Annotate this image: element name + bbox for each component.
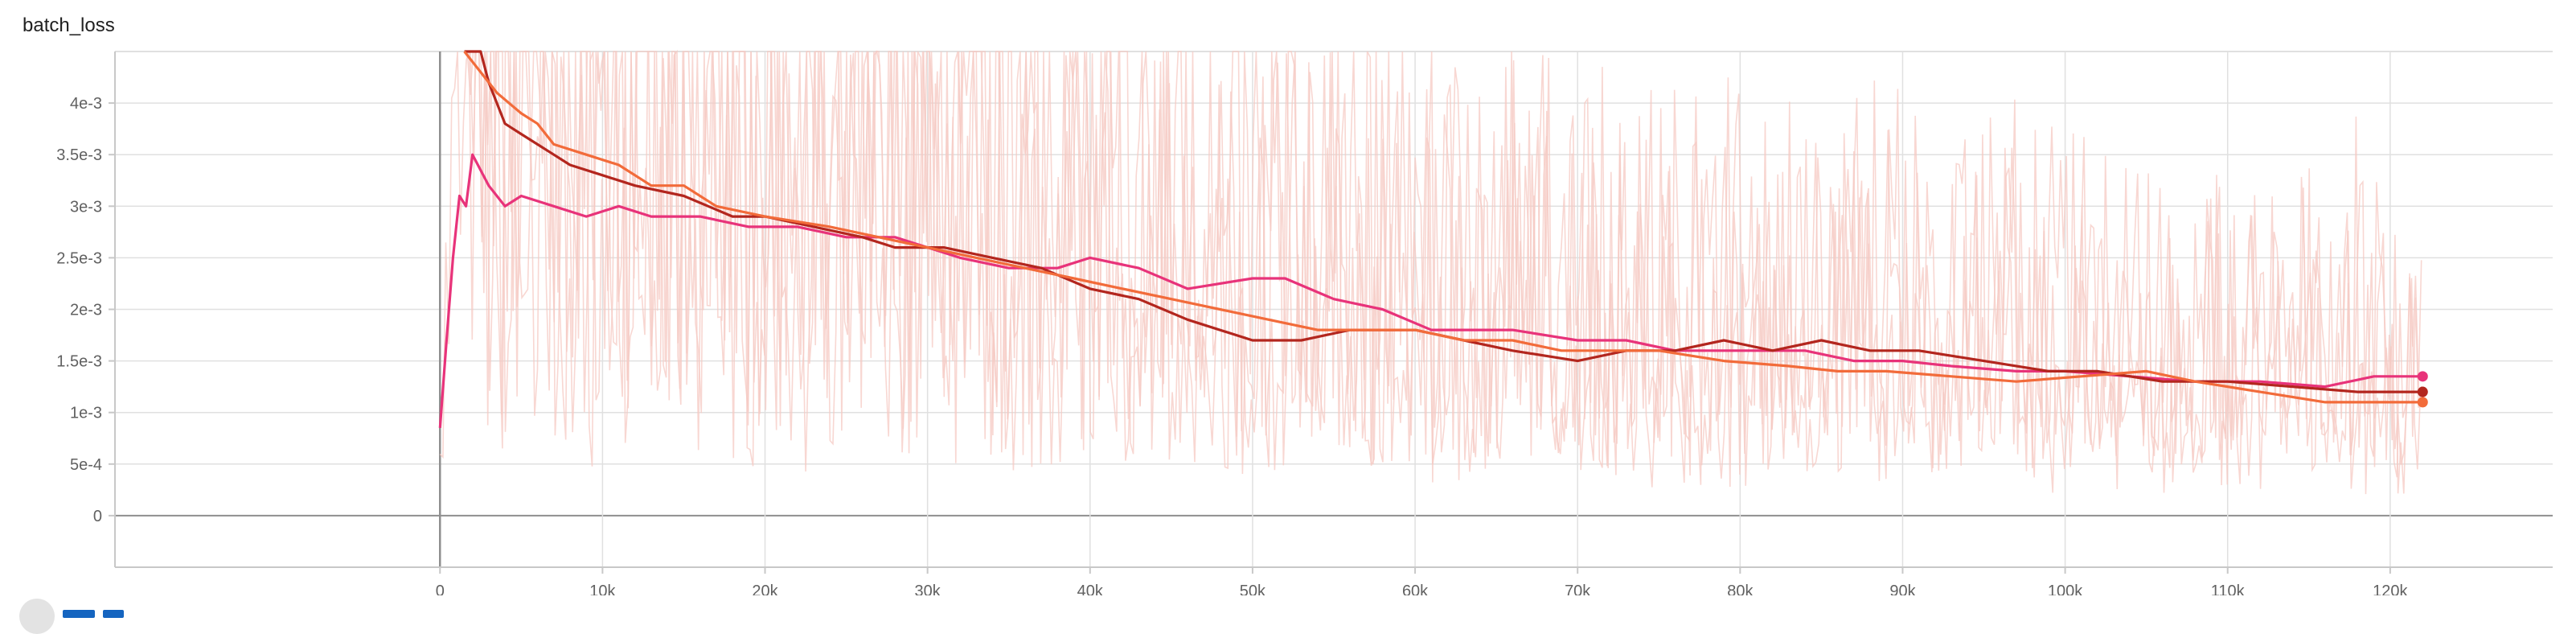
x-tick-label: 30k [915, 583, 941, 595]
raw-series-run_b [464, 51, 2422, 495]
axis-layer: 0 5e-4 1e-3 1.5e-3 2e-3 2.5e-3 3e-3 3.5e-3 4e-3 0… [56, 51, 2553, 595]
loss-chart[interactable]: 0 5e-4 1e-3 1.5e-3 2e-3 2.5e-3 3e-3 3.5e-3 4e-3 0… [0, 0, 2576, 595]
y-tick-label: 3.5e-3 [56, 146, 102, 164]
x-tick-label: 0 [436, 583, 445, 595]
y-tick-label: 3e-3 [70, 198, 102, 216]
fit-domain-icon[interactable] [19, 599, 55, 634]
raw-series-run_c [464, 50, 2422, 493]
download-icon[interactable] [63, 610, 95, 618]
y-tick-label: 4e-3 [70, 95, 102, 113]
x-tick-label: 70k [1565, 583, 1591, 595]
series-layer [438, 50, 2428, 429]
x-tick-label: 60k [1402, 583, 1429, 595]
y-tick-label: 1e-3 [70, 405, 102, 422]
chart-title: batch_loss [23, 14, 115, 36]
x-tick-label: 20k [752, 583, 778, 595]
y-tick-label: 1.5e-3 [56, 353, 102, 371]
expand-icon[interactable] [103, 610, 124, 618]
y-tick-label: 0 [93, 508, 102, 525]
x-tick-label: 40k [1077, 583, 1104, 595]
x-tick-label: 90k [1889, 583, 1916, 595]
x-tick-label: 110k [2211, 583, 2246, 595]
y-tick-label: 2.5e-3 [56, 249, 102, 267]
chart-toolbar [19, 599, 124, 634]
x-tick-label: 80k [1727, 583, 1754, 595]
x-tick-label: 10k [589, 583, 616, 595]
series-endpoint-run_a [2417, 371, 2428, 382]
x-tick-label: 50k [1240, 583, 1266, 595]
raw-series-run_a [439, 49, 2422, 488]
series-line-run_c [463, 51, 2423, 404]
series-endpoint-run_c [2417, 397, 2428, 408]
y-tick-label: 5e-4 [70, 456, 102, 474]
raw-data-layer [439, 49, 2422, 495]
x-tick-label: 120k [2373, 583, 2408, 595]
series-line-run_b [464, 50, 2423, 393]
series-endpoint-run_b [2417, 386, 2428, 397]
y-tick-label: 2e-3 [70, 302, 102, 319]
series-line-run_a [438, 153, 2423, 429]
x-tick-label: 100k [2048, 583, 2083, 595]
